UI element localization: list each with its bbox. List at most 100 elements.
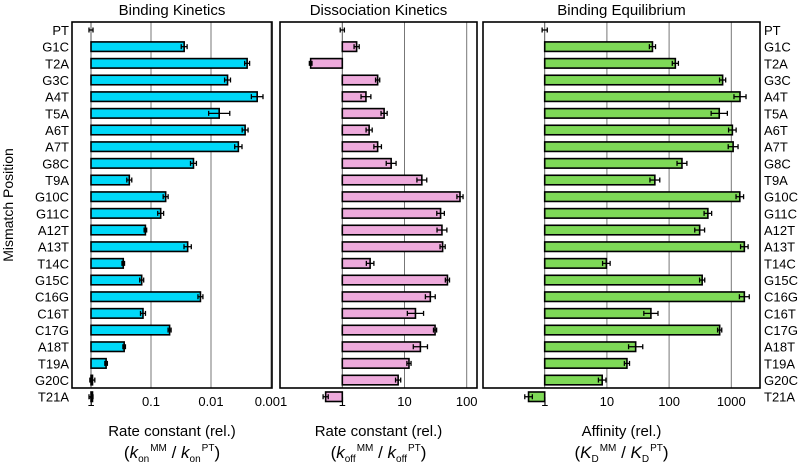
row-label-left: T21A: [38, 390, 69, 405]
bar-A13T: [90, 241, 189, 253]
bar-G3C: [543, 74, 724, 86]
row-label-right: A12T: [764, 223, 795, 238]
formula-part: PT: [407, 443, 421, 454]
formula-part: k: [181, 443, 190, 462]
formula-part: PT: [650, 443, 663, 454]
x-axis-label: Rate constant (rel.): [315, 423, 443, 440]
bar-T2A: [309, 57, 344, 69]
bar-C17G: [543, 324, 721, 336]
formula-part: K: [630, 443, 642, 462]
row-label-right: A7T: [764, 140, 788, 155]
bar-T14C: [543, 257, 608, 269]
row-label-right: T5A: [764, 106, 788, 121]
row-label-left: G3C: [42, 73, 69, 88]
formula-part: on: [189, 454, 201, 465]
row-label-right: C17G: [764, 323, 798, 338]
bar-T9A: [341, 174, 423, 186]
y-axis-label: Mismatch Position: [0, 148, 16, 262]
row-label-right: A18T: [764, 340, 795, 355]
bar-A18T: [90, 341, 125, 353]
tick-label: 1000: [717, 394, 746, 409]
bar-T5A: [341, 107, 385, 119]
bar-C17G: [90, 324, 171, 336]
row-label-right: T9A: [764, 173, 788, 188]
row-label-right: G11C: [764, 206, 797, 221]
bar-T2A: [90, 57, 248, 69]
row-label-left: C17G: [35, 323, 69, 338]
bar-G10C: [90, 191, 167, 203]
bar-C16T: [543, 307, 652, 319]
bar-G15C: [543, 274, 703, 286]
bar-G20C: [341, 374, 399, 386]
row-label-left: T2A: [45, 56, 69, 71]
row-label-right: T14C: [764, 256, 796, 271]
formula-part: ): [214, 443, 221, 462]
bar-A6T: [543, 124, 734, 136]
bar-G20C: [543, 374, 603, 386]
bar-C16G: [341, 291, 432, 303]
row-label-left: C16G: [35, 290, 69, 305]
row-label-left: T9A: [45, 173, 69, 188]
row-label-left: T19A: [38, 356, 69, 371]
formula-part: PT: [201, 443, 215, 454]
formula-part: D: [641, 454, 650, 465]
row-label-right: G20C: [764, 373, 798, 388]
formula-part: off: [396, 454, 407, 465]
bar-T5A: [90, 107, 221, 119]
row-label-right: G1C: [764, 40, 791, 55]
panel-2: Dissociation Kinetics110100Rate constant…: [279, 2, 478, 440]
bar-G8C: [341, 157, 392, 169]
panel-frame: [279, 21, 478, 389]
bar-C16T: [90, 307, 144, 319]
bar-T19A: [543, 357, 628, 369]
row-label-left: PT: [52, 23, 69, 38]
panel-title: Dissociation Kinetics: [310, 2, 448, 19]
row-label-right: A4T: [764, 90, 788, 105]
bar-A18T: [543, 341, 637, 353]
formula-part: D: [591, 454, 599, 465]
bar-A6T: [90, 124, 246, 136]
formula-kon: (konMM / konPT): [82, 443, 262, 465]
bar-G10C: [543, 191, 741, 203]
bar-T2A: [543, 57, 677, 69]
bar-A7T: [341, 141, 379, 153]
bar-A7T: [543, 141, 734, 153]
formula-part: /: [166, 443, 182, 462]
row-label-left: A7T: [45, 140, 69, 155]
bar-A12T: [543, 224, 701, 236]
formula-part: off: [344, 454, 356, 465]
bar-G8C: [90, 157, 195, 169]
formula-part: (: [123, 443, 130, 462]
formula-part: k: [387, 443, 397, 462]
bar-G1C: [90, 41, 185, 53]
formula-koff: (koffMM / koffPT): [289, 443, 469, 465]
bar-A7T: [90, 141, 240, 153]
formula-part: k: [129, 443, 139, 462]
row-label-right: C16G: [764, 290, 798, 305]
panel-title: Binding Kinetics: [119, 2, 226, 19]
tick-label: 10: [397, 394, 411, 409]
bar-A12T: [90, 224, 147, 236]
bar-C16G: [90, 291, 202, 303]
bar-T5A: [543, 107, 721, 119]
bar-G15C: [90, 274, 143, 286]
row-label-left: A4T: [45, 90, 69, 105]
row-label-right: G8C: [764, 156, 791, 171]
row-label-right: T19A: [764, 356, 795, 371]
formula-part: (: [574, 443, 581, 462]
formula-part: (: [330, 443, 337, 462]
panel-frame: [482, 21, 761, 389]
row-label-right: G10C: [764, 190, 798, 205]
row-label-left: T5A: [45, 106, 69, 121]
bar-A18T: [341, 341, 422, 353]
formula-part: K: [580, 443, 592, 462]
row-label-right: T21A: [764, 390, 795, 405]
bar-G3C: [341, 74, 379, 86]
row-label-right: G3C: [764, 73, 791, 88]
tick-label: 0.001: [255, 394, 288, 409]
bar-A4T: [543, 91, 741, 103]
formula-part: /: [373, 443, 388, 462]
bar-T19A: [90, 357, 107, 369]
row-label-right: C16T: [764, 306, 796, 321]
